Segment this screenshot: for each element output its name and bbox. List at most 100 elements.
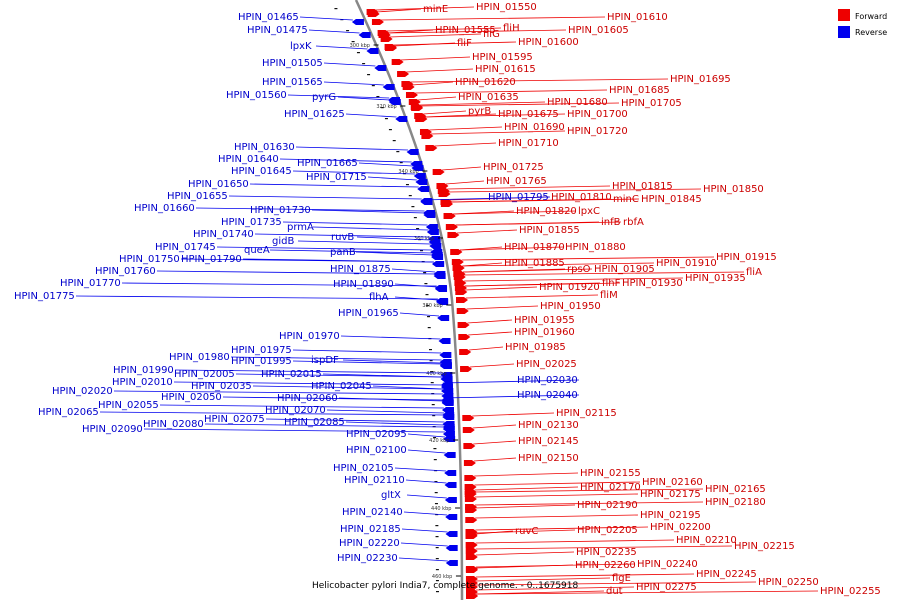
reverse-gene-label: HPIN_02010 xyxy=(112,377,173,388)
reverse-leader-line xyxy=(405,479,447,484)
reverse-leader-line xyxy=(342,359,442,364)
forward-gene-label: HPIN_01880 xyxy=(565,242,626,253)
reverse-feature xyxy=(406,149,419,155)
reverse-leader-line xyxy=(407,449,446,454)
reverse-feature xyxy=(351,19,364,25)
reverse-leader-line xyxy=(279,158,412,163)
forward-leader-line xyxy=(455,221,622,226)
reverse-leader-line xyxy=(113,390,444,395)
feature-mark xyxy=(371,85,375,87)
forward-leader-line xyxy=(475,590,605,595)
reverse-gene-label: HPIN_02105 xyxy=(333,463,394,474)
reverse-gene-label: HPIN_01715 xyxy=(306,172,367,183)
reverse-feature xyxy=(442,414,455,420)
forward-feature xyxy=(465,507,478,513)
forward-gene-label: HPIN_01700 xyxy=(567,109,628,120)
forward-feature xyxy=(464,491,477,497)
forward-gene-label: HPIN_02175 xyxy=(640,489,701,500)
forward-gene-label: HPIN_01705 xyxy=(621,98,682,109)
feature-mark xyxy=(424,283,428,285)
reverse-gene-label: HPIN_02085 xyxy=(284,417,345,428)
forward-gene-label: HPIN_02115 xyxy=(556,408,617,419)
reverse-gene-label: HPIN_02050 xyxy=(161,392,222,403)
forward-feature xyxy=(408,99,421,105)
forward-leader-line xyxy=(429,126,503,131)
reverse-gene-label: gidB xyxy=(272,236,294,247)
forward-leader-line xyxy=(453,210,577,215)
reverse-gene-label: HPIN_01730 xyxy=(250,205,311,216)
reverse-gene-label: HPIN_02185 xyxy=(340,524,401,535)
forward-gene-label: HPIN_01955 xyxy=(514,315,575,326)
forward-feature xyxy=(438,191,451,197)
reverse-leader-line xyxy=(400,542,448,547)
forward-gene-label: HPIN_01950 xyxy=(540,301,601,312)
feature-mark xyxy=(433,437,437,439)
forward-gene-label: fliM xyxy=(600,290,618,301)
forward-gene-label: HPIN_02150 xyxy=(518,453,579,464)
reverse-feature xyxy=(432,261,445,267)
forward-leader-line xyxy=(475,573,695,578)
reverse-gene-label: HPIN_02140 xyxy=(342,507,403,518)
forward-gene-label: HPIN_01595 xyxy=(472,52,533,63)
feature-mark xyxy=(334,8,338,10)
forward-gene-label: HPIN_01905 xyxy=(594,264,655,275)
forward-gene-label: fliA xyxy=(746,267,762,278)
feature-mark xyxy=(433,459,437,461)
reverse-feature xyxy=(435,286,448,292)
forward-gene-label: HPIN_01815 xyxy=(612,181,673,192)
forward-leader-line xyxy=(475,590,819,595)
forward-leader-line xyxy=(475,563,636,568)
reverse-leader-line xyxy=(367,176,417,181)
reverse-gene-label: HPIN_02060 xyxy=(277,393,338,404)
reverse-gene-label: HPIN_01995 xyxy=(231,356,292,367)
reverse-leader-line xyxy=(407,433,446,438)
forward-feature xyxy=(453,274,466,280)
forward-leader-line xyxy=(474,488,704,493)
forward-leader-line xyxy=(465,286,538,291)
forward-gene-label: HPIN_01600 xyxy=(518,37,579,48)
reverse-feature xyxy=(433,271,446,277)
reverse-feature xyxy=(395,116,408,122)
reverse-leader-line xyxy=(143,428,445,433)
feature-mark xyxy=(380,107,384,109)
reverse-leader-line xyxy=(75,295,438,300)
feature-mark xyxy=(435,569,439,571)
reverse-gene-label: HPIN_02020 xyxy=(52,386,113,397)
forward-leader-line xyxy=(445,180,485,185)
reverse-leader-line xyxy=(401,528,448,533)
reverse-gene-label: HPIN_01970 xyxy=(279,331,340,342)
reverse-leader-line xyxy=(442,379,580,384)
forward-gene-label: HPIN_01725 xyxy=(483,162,544,173)
forward-gene-label: HPIN_01550 xyxy=(476,2,537,13)
forward-feature xyxy=(457,322,470,328)
forward-feature xyxy=(405,92,418,98)
reverse-gene-label: HPIN_02015 xyxy=(261,369,322,380)
forward-leader-line xyxy=(473,457,517,462)
forward-gene-label: HPIN_01845 xyxy=(641,194,702,205)
reverse-feature xyxy=(437,315,450,321)
feature-mark xyxy=(430,371,434,373)
feature-mark xyxy=(430,382,434,384)
reverse-gene-label: HPIN_02075 xyxy=(204,414,265,425)
reverse-gene-label: HPIN_01740 xyxy=(193,229,254,240)
reverse-leader-line xyxy=(173,381,443,386)
forward-gene-label: HPIN_02275 xyxy=(636,582,697,593)
reverse-feature xyxy=(442,426,455,432)
feature-mark xyxy=(435,547,439,549)
reverse-feature xyxy=(443,436,456,442)
forward-feature xyxy=(366,9,379,15)
forward-leader-line xyxy=(475,577,611,582)
forward-gene-label: HPIN_01710 xyxy=(498,138,559,149)
forward-gene-label: flgE xyxy=(612,573,631,584)
forward-gene-label: HPIN_02255 xyxy=(820,586,881,597)
reverse-feature xyxy=(439,352,452,358)
forward-gene-label: HPIN_02130 xyxy=(518,420,579,431)
forward-feature xyxy=(463,443,476,449)
scale-tick-label: 460 kbp xyxy=(432,574,452,580)
forward-feature xyxy=(465,548,478,554)
reverse-leader-line xyxy=(372,385,444,390)
reverse-gene-label: HPIN_02110 xyxy=(344,475,405,486)
reverse-feature xyxy=(425,224,438,230)
feature-mark xyxy=(356,52,360,54)
